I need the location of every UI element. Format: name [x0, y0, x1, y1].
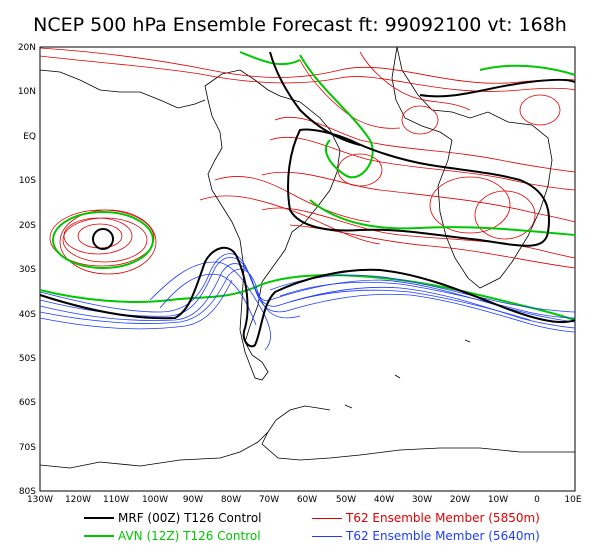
lon-label: 130W: [27, 495, 53, 505]
map-title: NCEP 500 hPa Ensemble Forecast ft: 99092…: [33, 14, 567, 36]
lat-label: 50S: [19, 354, 36, 364]
red-ensemble-contours: [39, 47, 576, 275]
lat-label: 80S: [19, 487, 36, 497]
lon-label: 30W: [412, 495, 432, 505]
central-america-coast: [39, 69, 206, 109]
lon-label: 10W: [488, 495, 508, 505]
lon-label: 20W: [450, 495, 470, 505]
legend-item-mrf: MRF (00Z) T126 Control: [84, 511, 262, 525]
legend-swatch: [84, 517, 114, 519]
antarctica-coast: [39, 431, 575, 469]
legend-swatch: [312, 517, 342, 519]
lat-label: 60S: [19, 398, 36, 408]
map-frame: [39, 46, 576, 492]
lon-label: 100W: [142, 495, 168, 505]
lon-label: 70W: [259, 495, 279, 505]
lon-label: 80W: [221, 495, 241, 505]
lon-label: 120W: [65, 495, 91, 505]
lon-label: 50W: [336, 495, 356, 505]
lat-label: 30S: [19, 265, 36, 275]
small-islands: [344, 339, 471, 409]
lon-label: 40W: [374, 495, 394, 505]
legend-label: T62 Ensemble Member (5640m): [346, 529, 540, 543]
africa-coast: [391, 46, 553, 289]
blue-ensemble-contours: [39, 253, 576, 351]
lat-label: 10N: [18, 87, 36, 97]
legend-label: T62 Ensemble Member (5850m): [346, 511, 540, 525]
south-america-coast: [204, 69, 341, 381]
lat-label: 10S: [19, 176, 36, 186]
lon-label: 110W: [103, 495, 129, 505]
lat-label: 20N: [18, 43, 36, 53]
lat-label: 40S: [19, 310, 36, 320]
lat-label: 20S: [19, 221, 36, 231]
lon-label: 10E: [564, 495, 581, 505]
lon-label: 60W: [297, 495, 317, 505]
legend-item-red-ensemble: T62 Ensemble Member (5850m): [312, 511, 540, 525]
lon-label: 0: [534, 495, 540, 505]
black-mrf-contours: [39, 51, 576, 348]
legend-label: MRF (00Z) T126 Control: [118, 511, 262, 525]
legend-item-avn: AVN (12Z) T126 Control: [84, 529, 261, 543]
lat-label: EQ: [23, 132, 36, 142]
antarctic-peninsula: [267, 405, 331, 433]
lon-label: 90W: [183, 495, 203, 505]
coastline-layer: [39, 46, 575, 469]
legend-item-blue-ensemble: T62 Ensemble Member (5640m): [312, 529, 540, 543]
legend-swatch: [312, 535, 342, 537]
green-avn-contours: [39, 51, 576, 321]
lat-label: 70S: [19, 443, 36, 453]
lat-axis: 20N 10N EQ 10S 20S 30S 40S 50S 60S 70S 8…: [18, 43, 36, 497]
legend-swatch: [84, 535, 114, 537]
legend-label: AVN (12Z) T126 Control: [118, 529, 261, 543]
lon-axis: 130W 120W 110W 100W 90W 80W 70W 60W 50W …: [27, 495, 582, 505]
